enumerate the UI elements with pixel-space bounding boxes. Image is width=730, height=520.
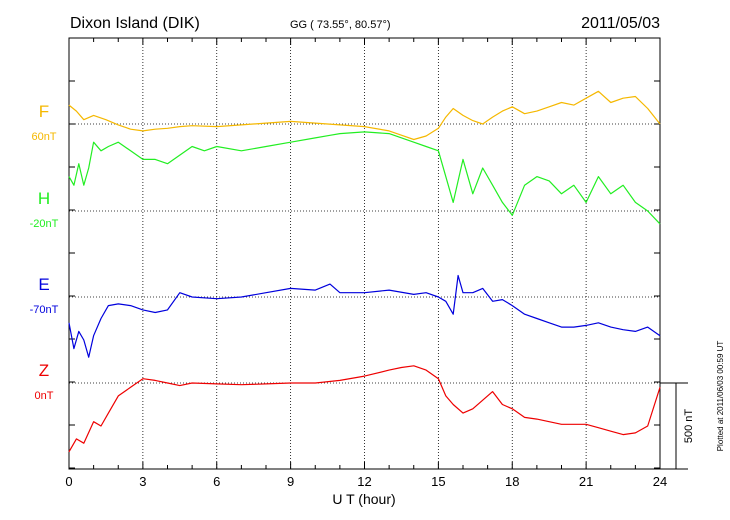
x-tick-label: 12 <box>357 474 371 489</box>
series-baseline-label-f: 60nT <box>31 131 56 143</box>
series-labels: F 60nT H -20nT E -70nT Z 0nT <box>30 102 59 402</box>
series-line-f <box>68 90 661 141</box>
series-baseline-label-h: -20nT <box>30 218 59 230</box>
grid-lines <box>69 38 660 469</box>
x-tick-label: 18 <box>505 474 519 489</box>
x-tick-label: 0 <box>65 474 72 489</box>
series-name-f: F <box>39 102 49 121</box>
x-tick-label: 9 <box>287 474 294 489</box>
x-tick-label: 3 <box>139 474 146 489</box>
series-name-z: Z <box>39 361 49 380</box>
x-axis-label: U T (hour) <box>332 491 395 507</box>
series-baseline-label-z: 0nT <box>35 390 54 402</box>
chart-title: Dixon Island (DIK) <box>70 15 200 32</box>
x-tick-label: 21 <box>579 474 593 489</box>
series-line-h <box>68 131 661 225</box>
plotted-note: Plotted at 2011/06/03 00:59 UT <box>716 341 725 452</box>
x-tick-labels: 0 3 6 9 12 15 18 21 24 <box>65 474 667 489</box>
x-tick-label: 24 <box>653 474 667 489</box>
series-name-e: E <box>38 275 49 294</box>
scale-bar: 500 nT <box>660 382 695 470</box>
x-tick-label: 6 <box>213 474 220 489</box>
series-name-h: H <box>38 189 50 208</box>
series-line-e <box>68 274 661 358</box>
chart-date: 2011/05/03 <box>581 15 660 32</box>
frame-ticks <box>68 38 661 469</box>
series-line-z <box>68 365 661 453</box>
series-layer <box>68 90 661 453</box>
x-tick-label: 15 <box>431 474 445 489</box>
chart-subtitle: GG ( 73.55°, 80.57°) <box>290 19 391 31</box>
series-baseline-label-e: -70nT <box>30 304 59 316</box>
scale-bar-label: 500 nT <box>683 409 695 444</box>
